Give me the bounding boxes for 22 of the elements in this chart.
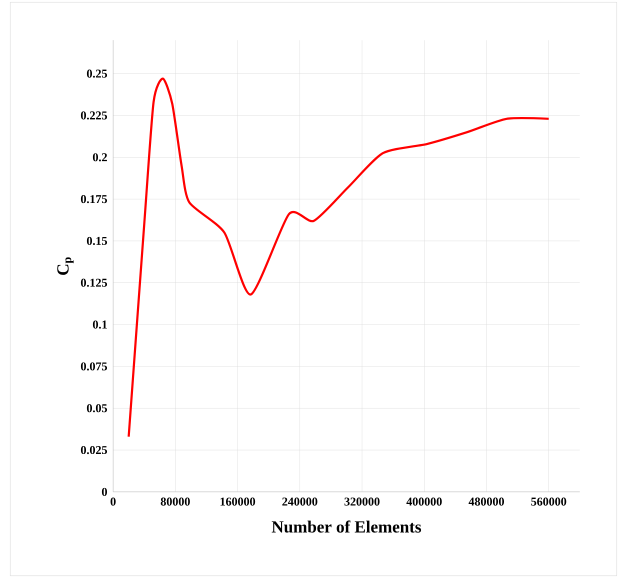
x-tick-label: 480000 bbox=[468, 498, 504, 506]
x-tick-label: 160000 bbox=[220, 498, 256, 506]
y-tick-label: 0.125 bbox=[80, 278, 108, 287]
y-tick-label: 0.225 bbox=[80, 111, 108, 120]
y-tick-label: 0.2 bbox=[92, 153, 107, 162]
y-tick-label: 0.025 bbox=[80, 446, 108, 454]
x-tick-label: 560000 bbox=[531, 498, 566, 506]
y-tick-label: 0.15 bbox=[86, 236, 108, 245]
x-tick-label: 240000 bbox=[282, 498, 318, 506]
y-tick-label: 0.075 bbox=[80, 362, 108, 370]
y-tick-label: 0.175 bbox=[80, 195, 108, 204]
line-series bbox=[128, 78, 550, 438]
y-tick-label: 0.1 bbox=[92, 320, 107, 329]
y-axis-title: C$_{p}$ bbox=[57, 257, 74, 275]
y-tick-label: 0.05 bbox=[86, 404, 108, 412]
x-axis-title: Number of Elements bbox=[272, 520, 422, 533]
x-tick-label: 80000 bbox=[160, 498, 190, 506]
x-tick-label: 320000 bbox=[344, 498, 380, 506]
y-tick-label: 0.25 bbox=[86, 70, 108, 78]
x-tick-label: 0 bbox=[110, 498, 116, 506]
y-tick-label: 0 bbox=[102, 488, 107, 496]
x-tick-label: 400000 bbox=[406, 498, 442, 506]
